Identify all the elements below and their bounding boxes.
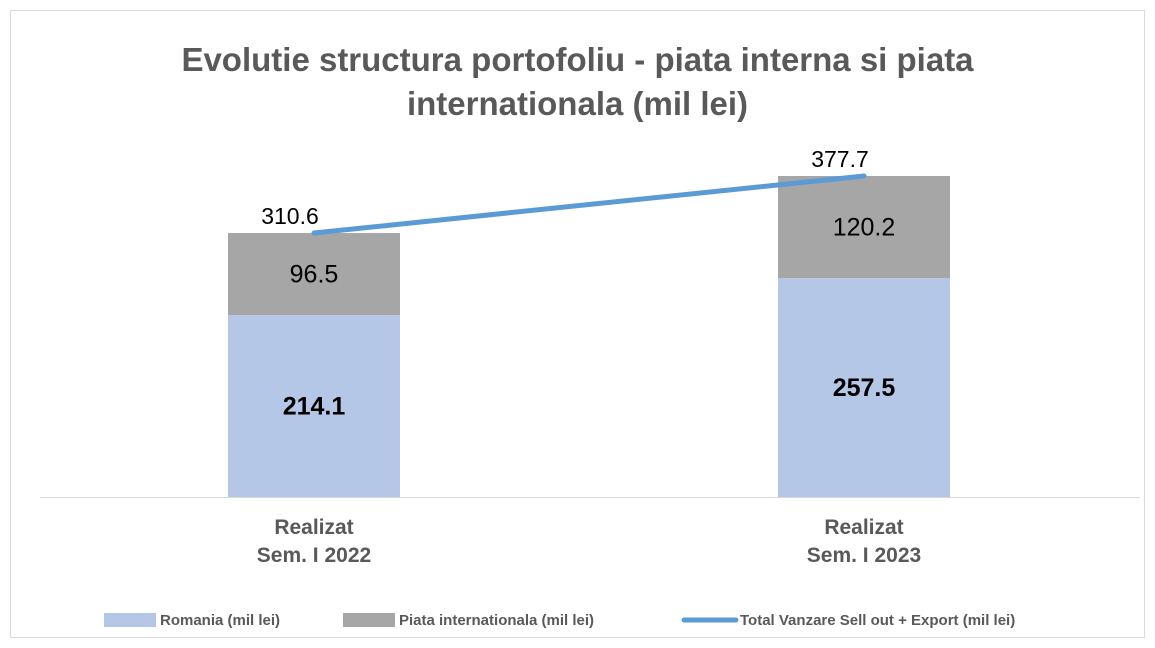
x-tick-label: Realizat Sem. I 2023 [806,516,922,567]
bar-segment [228,315,400,497]
legend-label: Total Vanzare Sell out + Export (mil lei… [740,612,1015,629]
bar-segment [778,176,950,279]
bar-segment [778,278,950,497]
data-label: 214.1 [283,393,346,421]
data-label: 310.6 [261,203,319,229]
x-tick-label: Realizat Sem. I 2022 [256,516,372,567]
data-label: 257.5 [833,374,896,402]
data-label: 96.5 [290,261,339,289]
legend-swatch [104,613,156,627]
legend-label: Piata internationala (mil lei) [399,612,594,629]
chart-border [10,10,1145,638]
bar-segment [228,233,400,316]
data-label: 120.2 [833,214,896,242]
chart-title: Evolutie structura portofoliu - piata in… [181,41,974,122]
legend-label: Romania (mil lei) [160,612,280,629]
legend-swatch [343,613,395,627]
total-line [311,173,867,236]
data-label: 377.7 [811,146,869,172]
